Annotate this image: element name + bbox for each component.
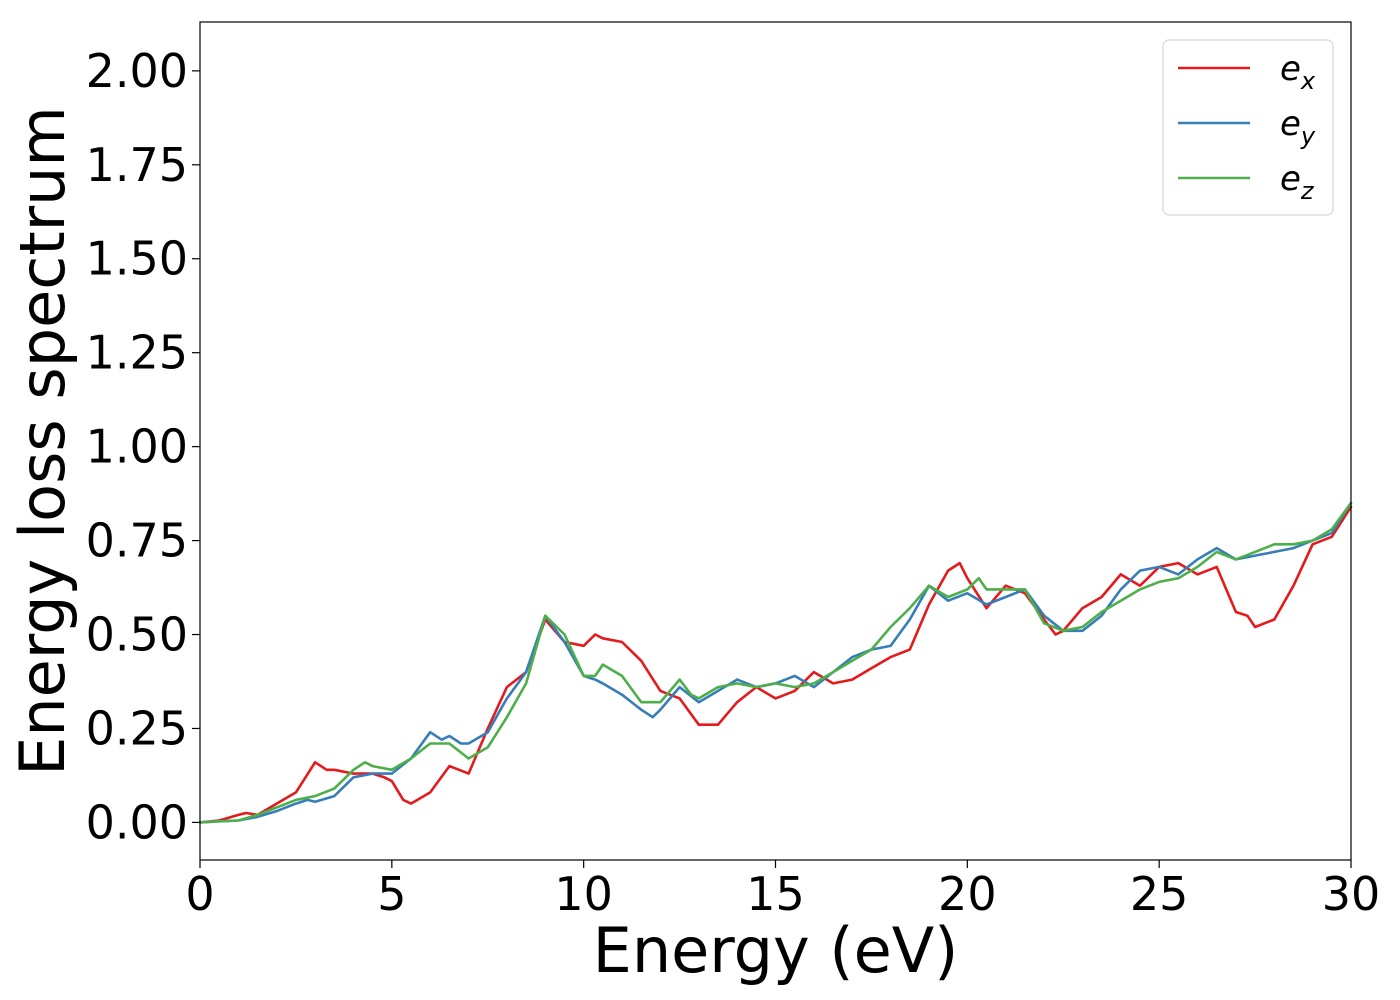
x-tick-label: 15: [746, 867, 805, 921]
y-tick-label: 2.00: [86, 44, 188, 98]
x-tick-label: 5: [377, 867, 406, 921]
legend-entry-subscript: x: [1300, 67, 1316, 95]
x-tick-label: 10: [554, 867, 613, 921]
x-tick-label: 20: [938, 867, 997, 921]
series-line-e-z: [198, 501, 1353, 824]
plot-frame: [199, 21, 1352, 861]
y-tick-label: 1.75: [86, 138, 188, 192]
y-tick-label: 0.00: [86, 795, 188, 849]
plot-lines: [198, 501, 1353, 824]
legend-entry-label: ex: [1280, 49, 1316, 95]
y-tick-label: 1.25: [86, 326, 188, 380]
y-tick-label: 0.75: [86, 514, 188, 568]
y-axis-label: Energy loss spectrum: [6, 106, 79, 776]
x-tick-label: 25: [1130, 867, 1189, 921]
y-tick-label: 1.50: [86, 232, 188, 286]
legend-entry-subscript: z: [1300, 177, 1315, 205]
legend-entry-subscript: y: [1300, 122, 1316, 150]
x-tick-label: 0: [185, 867, 214, 921]
y-tick-label: 0.25: [86, 701, 188, 755]
y-tick-label: 0.50: [86, 608, 188, 662]
y-tick-label: 1.00: [86, 420, 188, 474]
x-tick-label: 30: [1322, 867, 1381, 921]
axis-ticks: 0 5 10 15 20 25 30 0.00 0.25 0.50 0.75 1.00 1.25 1.50…: [86, 44, 1381, 921]
x-axis-label: Energy (eV): [593, 914, 959, 987]
legend-box: [1162, 39, 1334, 216]
